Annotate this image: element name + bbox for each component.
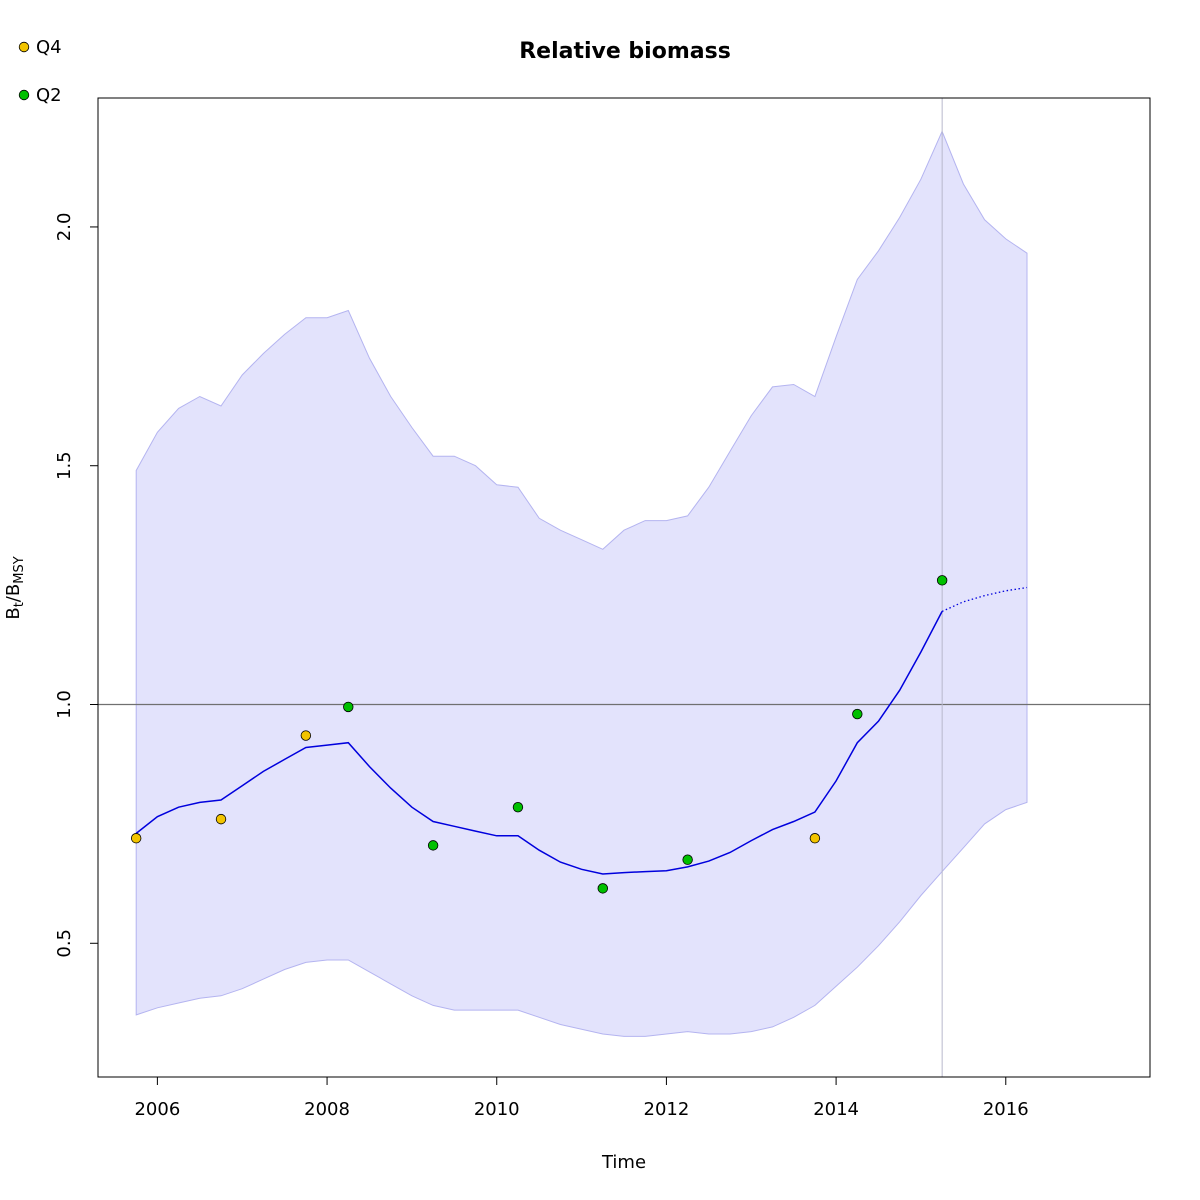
point-q4-8 <box>809 833 821 844</box>
confidence-band <box>135 130 1028 1037</box>
x-tick-label-2008: 2008 <box>304 1099 350 1120</box>
point-q4-2 <box>300 730 312 741</box>
plot-area <box>98 98 1150 1077</box>
point-q4-1 <box>215 813 227 825</box>
legend: Q4 Q2 <box>18 37 62 106</box>
y-tick-label-1: 1.0 <box>54 690 75 719</box>
point-q2-3 <box>343 701 354 713</box>
point-q2-4 <box>427 840 439 851</box>
legend-marker-q4 <box>18 41 30 53</box>
legend-label-q4: Q4 <box>36 37 62 58</box>
x-tick-label-2016: 2016 <box>983 1099 1029 1120</box>
y-tick-label-0.5: 0.5 <box>54 929 75 958</box>
y-axis-label-sub2: MSY <box>12 556 27 583</box>
biomass-line-forecast <box>941 586 1028 612</box>
x-axis: 2006 2008 2010 2012 2014 2016 <box>134 1076 1029 1120</box>
y-axis-label-mid: /B <box>3 584 24 602</box>
point-q4-0 <box>130 833 142 844</box>
x-tick-label-2010: 2010 <box>474 1099 520 1120</box>
legend-label-q2: Q2 <box>36 85 62 106</box>
point-q2-6 <box>597 883 608 894</box>
point-q2-9 <box>852 708 863 720</box>
y-axis-label: Bt/BMSY <box>3 556 27 619</box>
y-axis: 0.5 1.0 1.5 2.0 <box>54 213 99 958</box>
biomass-line <box>135 611 943 875</box>
y-tick-label-2: 2.0 <box>54 213 75 242</box>
point-q2-10 <box>936 575 948 586</box>
y-axis-label-sub1: t <box>12 602 27 607</box>
point-q2-7 <box>682 854 693 865</box>
legend-marker-q2 <box>18 89 30 101</box>
y-tick-label-1.5: 1.5 <box>54 451 75 480</box>
x-tick-label-2012: 2012 <box>644 1099 690 1120</box>
x-tick-label-2006: 2006 <box>134 1099 180 1120</box>
point-q2-5 <box>512 801 524 813</box>
chart-title: Relative biomass <box>519 39 731 64</box>
y-axis-label-main: B <box>3 607 24 619</box>
x-axis-label: Time <box>601 1152 646 1173</box>
x-tick-label-2014: 2014 <box>813 1099 859 1120</box>
